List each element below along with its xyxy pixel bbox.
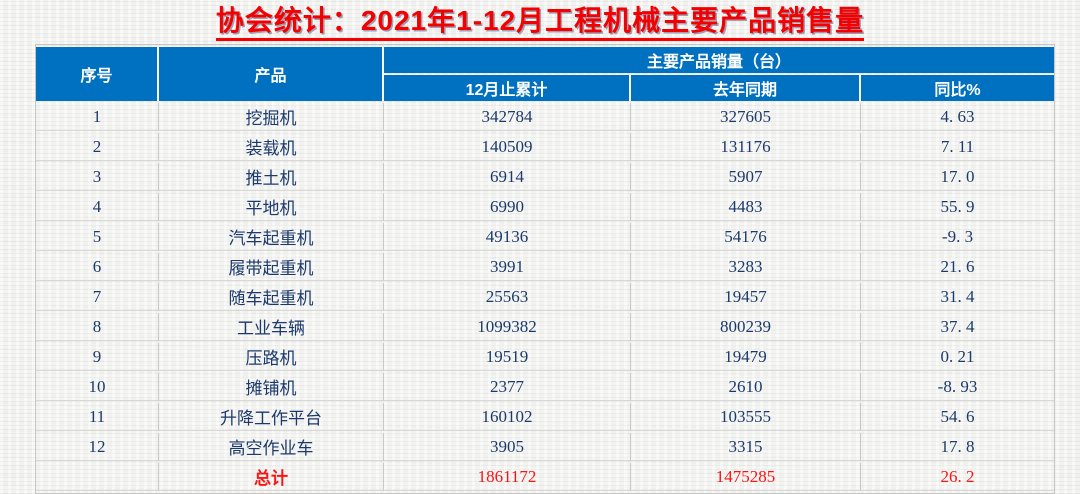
column-header-cumulative: 12月止累计: [384, 75, 631, 101]
row-index-cell: 3: [36, 163, 159, 191]
table-row: 4 平地机 6990 4483 55. 9: [36, 193, 1055, 221]
previous-period-value-cell: 3283: [631, 253, 861, 281]
table-row: 3 推土机 6914 5907 17. 0: [36, 163, 1055, 191]
row-index-cell: 5: [36, 223, 159, 251]
product-name-cell: 工业车辆: [159, 313, 384, 341]
product-name-cell: 推土机: [159, 163, 384, 191]
previous-period-value-cell: 54176: [631, 223, 861, 251]
previous-period-value-cell: 103555: [631, 403, 861, 431]
table-row: 1 挖掘机 342784 327605 4. 63: [36, 103, 1055, 131]
yoy-percent-cell: 4. 63: [861, 103, 1055, 131]
previous-period-value-cell: 3315: [631, 433, 861, 461]
yoy-percent-cell: -8. 93: [861, 373, 1055, 401]
cumulative-value-cell: 49136: [384, 223, 631, 251]
table-row: 10 摊铺机 2377 2610 -8. 93: [36, 373, 1055, 401]
previous-period-value-cell: 19457: [631, 283, 861, 311]
table-body: 1 挖掘机 342784 327605 4. 63 2 装载机 140509 131176 7. …: [36, 103, 1055, 491]
column-header-previous-period: 去年同期: [631, 75, 861, 101]
table-row: 2 装载机 140509 131176 7. 11: [36, 133, 1055, 161]
yoy-percent-cell: 31. 4: [861, 283, 1055, 311]
previous-period-value-cell: 5907: [631, 163, 861, 191]
product-name-cell: 汽车起重机: [159, 223, 384, 251]
product-name-cell: 装载机: [159, 133, 384, 161]
yoy-percent-cell: 7. 11: [861, 133, 1055, 161]
table-row: 6 履带起重机 3991 3283 21. 6: [36, 253, 1055, 281]
row-index-cell: 6: [36, 253, 159, 281]
cumulative-value-cell: 140509: [384, 133, 631, 161]
product-name-cell: 随车起重机: [159, 283, 384, 311]
cumulative-value-cell: 342784: [384, 103, 631, 131]
column-header-index: 序号: [36, 47, 159, 101]
row-index-cell: 12: [36, 433, 159, 461]
table-row: 8 工业车辆 1099382 800239 37. 4: [36, 313, 1055, 341]
column-header-group-sales: 主要产品销量（台）: [384, 47, 1055, 73]
cumulative-value-cell: 1099382: [384, 313, 631, 341]
cumulative-value-cell: 6914: [384, 163, 631, 191]
row-index-cell: 11: [36, 403, 159, 431]
cumulative-value-cell: 25563: [384, 283, 631, 311]
cumulative-value-cell: 3905: [384, 433, 631, 461]
table-header: 序号 产品 主要产品销量（台） 12月止累计 去年同期 同比%: [36, 47, 1055, 101]
row-index-cell: 8: [36, 313, 159, 341]
table-row: 7 随车起重机 25563 19457 31. 4: [36, 283, 1055, 311]
yoy-percent-cell: 55. 9: [861, 193, 1055, 221]
row-index-cell: 9: [36, 343, 159, 371]
product-name-cell: 平地机: [159, 193, 384, 221]
product-name-cell: 升降工作平台: [159, 403, 384, 431]
cumulative-value-cell: 2377: [384, 373, 631, 401]
table-row: 11 升降工作平台 160102 103555 54. 6: [36, 403, 1055, 431]
product-name-cell: 摊铺机: [159, 373, 384, 401]
yoy-percent-cell: 0. 21: [861, 343, 1055, 371]
product-name-cell: 挖掘机: [159, 103, 384, 131]
previous-period-value-cell: 800239: [631, 313, 861, 341]
product-name-cell: 高空作业车: [159, 433, 384, 461]
row-index-cell: 1: [36, 103, 159, 131]
yoy-percent-cell: -9. 3: [861, 223, 1055, 251]
previous-period-value-cell: 2610: [631, 373, 861, 401]
table-row: 9 压路机 19519 19479 0. 21: [36, 343, 1055, 371]
table-row: 5 汽车起重机 49136 54176 -9. 3: [36, 223, 1055, 251]
row-index-cell: [36, 463, 159, 491]
row-index-cell: 7: [36, 283, 159, 311]
previous-period-value-cell: 1475285: [631, 463, 861, 491]
sales-table: 序号 产品 主要产品销量（台） 12月止累计 去年同期 同比% 1 挖掘机 3427…: [35, 44, 1056, 494]
previous-period-value-cell: 4483: [631, 193, 861, 221]
yoy-percent-cell: 17. 8: [861, 433, 1055, 461]
total-row: 总计 1861172 1475285 26. 2: [36, 463, 1055, 491]
title-bar: 协会统计：2021年1-12月工程机械主要产品销售量: [0, 5, 1080, 41]
cumulative-value-cell: 6990: [384, 193, 631, 221]
yoy-percent-cell: 26. 2: [861, 463, 1055, 491]
column-header-product: 产品: [159, 47, 384, 101]
row-index-cell: 2: [36, 133, 159, 161]
product-name-cell: 压路机: [159, 343, 384, 371]
page-title: 协会统计：2021年1-12月工程机械主要产品销售量: [215, 5, 865, 41]
cumulative-value-cell: 160102: [384, 403, 631, 431]
product-name-cell: 履带起重机: [159, 253, 384, 281]
previous-period-value-cell: 131176: [631, 133, 861, 161]
yoy-percent-cell: 21. 6: [861, 253, 1055, 281]
product-name-cell: 总计: [159, 463, 384, 491]
cumulative-value-cell: 19519: [384, 343, 631, 371]
cumulative-value-cell: 3991: [384, 253, 631, 281]
cumulative-value-cell: 1861172: [384, 463, 631, 491]
table-row: 12 高空作业车 3905 3315 17. 8: [36, 433, 1055, 461]
column-header-yoy-percent: 同比%: [861, 75, 1055, 101]
header-row-sub: 12月止累计 去年同期 同比%: [36, 75, 1055, 101]
row-index-cell: 10: [36, 373, 159, 401]
previous-period-value-cell: 327605: [631, 103, 861, 131]
yoy-percent-cell: 54. 6: [861, 403, 1055, 431]
header-row-top: 序号 产品 主要产品销量（台）: [36, 47, 1055, 101]
yoy-percent-cell: 17. 0: [861, 163, 1055, 191]
previous-period-value-cell: 19479: [631, 343, 861, 371]
row-index-cell: 4: [36, 193, 159, 221]
yoy-percent-cell: 37. 4: [861, 313, 1055, 341]
